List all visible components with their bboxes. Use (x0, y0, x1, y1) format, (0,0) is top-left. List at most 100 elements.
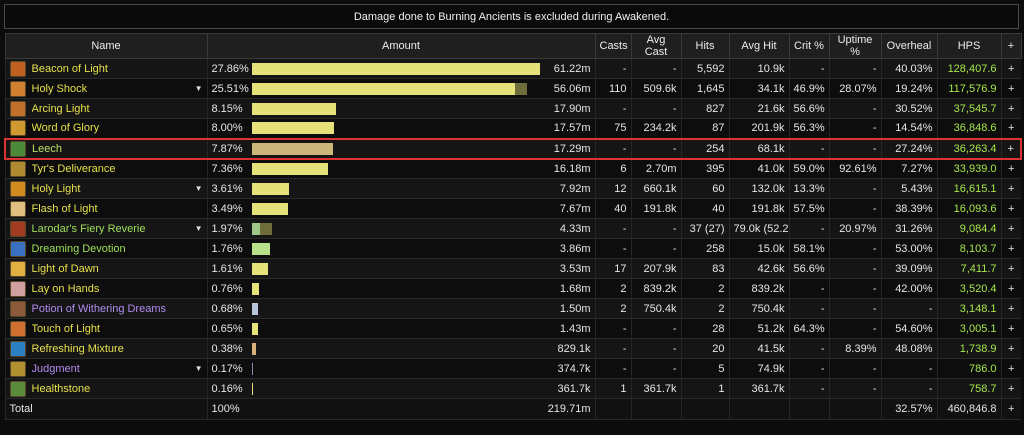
spell-name[interactable]: Holy Light (31, 182, 81, 195)
row-plus-button[interactable]: + (1000, 58, 1021, 79)
spell-name[interactable]: Dreaming Devotion (31, 242, 126, 255)
amount-bar-track (251, 202, 552, 215)
table-row[interactable]: Refreshing Mixture 0.38% 829.1k - -20 41.5k -8… (4, 338, 1021, 359)
hps-value: 786.0 (936, 358, 1001, 379)
row-plus-button[interactable]: + (1000, 358, 1021, 379)
table-row[interactable]: Judgment ▼ 0.17% 374.7k - -5 74.9k - - -786.0 + (4, 358, 1021, 379)
potion-icon (9, 300, 26, 317)
spell-name[interactable]: Holy Shock (31, 82, 88, 95)
row-plus-button[interactable]: + (1000, 298, 1021, 319)
table-row[interactable]: Holy Light ▼ 3.61% 7.92m 12 660.1k 60 132.0k 13.… (4, 178, 1021, 199)
name-cell[interactable]: Holy Shock ▼ (4, 78, 207, 99)
name-cell[interactable]: Touch of Light (4, 318, 207, 339)
name-cell[interactable]: Beacon of Light (4, 58, 207, 79)
col-name[interactable]: Name (4, 33, 208, 59)
spell-name[interactable]: Refreshing Mixture (31, 342, 124, 355)
row-plus-button[interactable]: + (1000, 118, 1021, 139)
name-cell[interactable]: Judgment ▼ (4, 358, 207, 379)
expand-caret-icon[interactable]: ▼ (194, 364, 203, 373)
name-cell[interactable]: Word of Glory (4, 118, 207, 139)
name-cell[interactable]: Leech (4, 137, 207, 160)
name-cell[interactable]: Refreshing Mixture (4, 338, 207, 359)
name-cell[interactable]: Healthstone (4, 378, 207, 399)
col-avg-cast[interactable]: Avg Cast (630, 33, 682, 59)
spell-name[interactable]: Lay on Hands (31, 282, 100, 295)
row-plus-button[interactable]: + (1000, 318, 1021, 339)
name-cell[interactable]: Tyr's Deliverance (4, 158, 207, 179)
spell-name[interactable]: Word of Glory (31, 122, 100, 135)
table-row[interactable]: Holy Shock ▼ 25.51% 56.06m 110 509.6k 1,645 34.… (4, 78, 1021, 99)
row-plus-button[interactable]: + (1000, 218, 1021, 239)
row-plus-button[interactable]: + (1000, 98, 1021, 119)
spell-name[interactable]: Potion of Withering Dreams (31, 302, 167, 315)
col-hits[interactable]: Hits (680, 33, 730, 59)
row-plus-button[interactable]: + (1000, 278, 1021, 299)
spell-name[interactable]: Light of Dawn (31, 262, 99, 275)
row-plus-button[interactable]: + (1000, 158, 1021, 179)
table-row[interactable]: Lay on Hands 0.76% 1.68m 2 839.2k 2 839.2k - -42… (4, 278, 1021, 299)
table-row[interactable]: Touch of Light 0.65% 1.43m - -28 51.2k 64.3% -5… (4, 318, 1021, 339)
row-plus-button[interactable]: + (1000, 238, 1021, 259)
row-plus-button[interactable]: + (1000, 178, 1021, 199)
table-row[interactable]: Potion of Withering Dreams 0.68% 1.50m 2 750… (4, 298, 1021, 319)
row-plus-button[interactable]: + (1000, 137, 1022, 160)
spell-name[interactable]: Tyr's Deliverance (31, 162, 116, 175)
col-crit[interactable]: Crit % (788, 33, 830, 59)
name-cell[interactable]: Holy Light ▼ (4, 178, 207, 199)
name-cell[interactable]: Arcing Light (4, 98, 207, 119)
name-cell[interactable]: Lay on Hands (4, 278, 207, 299)
table-row[interactable]: Healthstone 0.16% 361.7k 1 361.7k 1 361.7k - - -7… (4, 378, 1021, 399)
table-row[interactable]: Word of Glory 8.00% 17.57m 75 234.2k 87 201.9k… (4, 118, 1021, 139)
name-cell[interactable]: Flash of Light (4, 198, 207, 219)
table-row[interactable]: Beacon of Light 27.86% 61.22m - -5,592 10.9k -… (4, 58, 1021, 79)
spell-name[interactable]: Larodar's Fiery Reverie (31, 222, 146, 235)
row-plus-button[interactable]: + (1000, 198, 1021, 219)
table-row[interactable]: Dreaming Devotion 1.76% 3.86m - -258 15.0k 58.… (4, 238, 1021, 259)
expand-caret-icon[interactable]: ▼ (194, 224, 203, 233)
hits: 87 (680, 118, 729, 139)
amount-value: 4.33m (559, 222, 591, 235)
row-plus-button[interactable]: + (1000, 378, 1021, 399)
table-row[interactable]: Larodar's Fiery Reverie ▼ 1.97% 4.33m - -37 (… (4, 218, 1021, 239)
spell-name[interactable]: Beacon of Light (31, 62, 108, 75)
name-cell[interactable]: Dreaming Devotion (4, 238, 207, 259)
spell-name[interactable]: Healthstone (31, 382, 91, 395)
name-cell[interactable]: Potion of Withering Dreams (4, 298, 207, 319)
spell-name[interactable]: Arcing Light (31, 102, 90, 115)
amount-bar (251, 62, 540, 75)
amount-cell: 3.49% 7.67m (206, 198, 595, 219)
avg-hit: 750.4k (728, 298, 789, 319)
uptime-pct: - (828, 137, 881, 160)
name-cell[interactable]: Light of Dawn (4, 258, 207, 279)
col-amount[interactable]: Amount (206, 33, 596, 59)
hits: 5 (680, 358, 729, 379)
spell-name[interactable]: Judgment (31, 362, 80, 375)
row-plus-button[interactable]: + (1000, 258, 1021, 279)
table-row[interactable]: Flash of Light 3.49% 7.67m 40 191.8k 40 191.8k… (4, 198, 1021, 219)
col-hps[interactable]: HPS (936, 33, 1002, 59)
row-plus-button[interactable]: + (1000, 338, 1021, 359)
hps-value: 1,738.9 (936, 338, 1001, 359)
col-overheal[interactable]: Overheal (880, 33, 938, 59)
col-casts[interactable]: Casts (594, 33, 632, 59)
avg-cast: - (630, 218, 681, 239)
hps-value: 117,576.9 (936, 78, 1001, 99)
expand-caret-icon[interactable]: ▼ (194, 184, 203, 193)
spell-name[interactable]: Flash of Light (31, 202, 98, 215)
crit-pct: 59.0% (788, 158, 829, 179)
col-uptime[interactable]: Uptime % (828, 33, 882, 59)
row-plus-button[interactable]: + (1000, 78, 1021, 99)
table-row[interactable]: Tyr's Deliverance 7.36% 16.18m 6 2.70m 395 41.… (4, 158, 1021, 179)
spell-name[interactable]: Touch of Light (31, 322, 101, 335)
total-plus-button[interactable]: + (1000, 398, 1021, 420)
name-cell[interactable]: Larodar's Fiery Reverie ▼ (4, 218, 207, 239)
amount-cell: 8.00% 17.57m (206, 118, 595, 139)
spell-name[interactable]: Leech (32, 142, 62, 155)
table-row[interactable]: Arcing Light 8.15% 17.90m - -827 21.6k 56.6% -3… (4, 98, 1021, 119)
casts: 2 (594, 298, 631, 319)
col-avg-hit[interactable]: Avg Hit (728, 33, 790, 59)
col-plus[interactable]: + (1000, 33, 1022, 59)
table-row[interactable]: Leech 7.87% 17.29m - -254 68.1k - -27.24% 36,263… (4, 137, 1022, 160)
expand-caret-icon[interactable]: ▼ (194, 84, 203, 93)
table-row[interactable]: Light of Dawn 1.61% 3.53m 17 207.9k 83 42.6k 56… (4, 258, 1021, 279)
